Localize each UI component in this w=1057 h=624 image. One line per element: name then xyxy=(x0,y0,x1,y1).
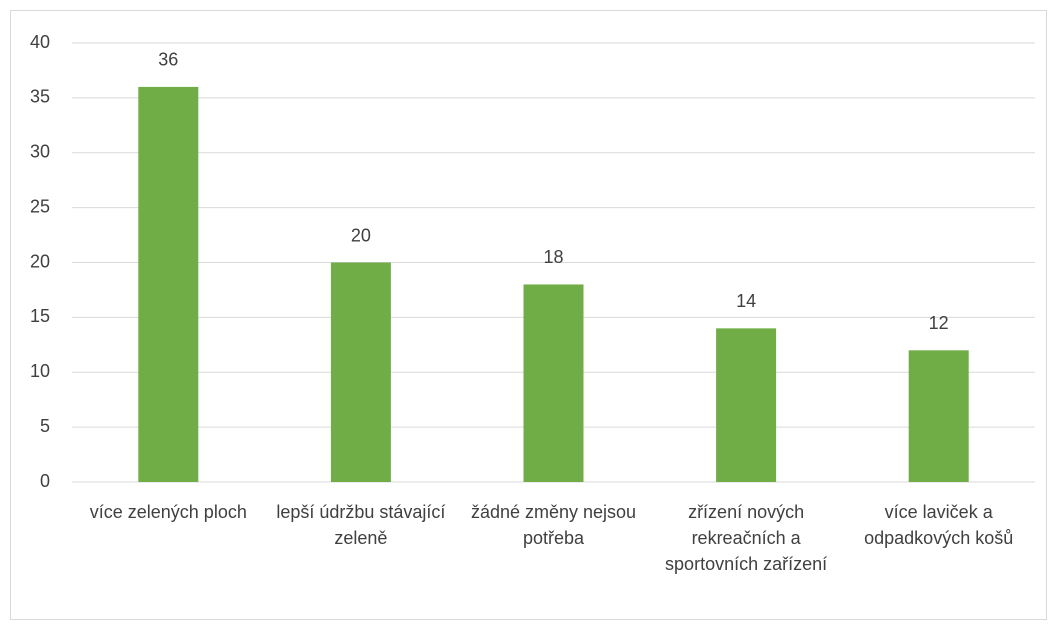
x-tick-label: lepší údržbu stávající zeleně xyxy=(276,502,446,548)
bar xyxy=(523,284,584,482)
bar xyxy=(138,86,199,483)
data-label: 18 xyxy=(543,247,563,267)
y-tick-label: 20 xyxy=(30,251,50,271)
x-tick-label: více laviček a odpadkových košů xyxy=(864,502,1014,548)
y-tick-label: 5 xyxy=(40,416,50,436)
bar xyxy=(330,262,391,482)
y-tick-label: 35 xyxy=(30,87,50,107)
chart-border xyxy=(10,10,1047,620)
y-tick-label: 10 xyxy=(30,361,50,381)
bar xyxy=(908,350,969,482)
bar xyxy=(716,328,777,482)
y-tick-label: 30 xyxy=(30,142,50,162)
data-label: 20 xyxy=(351,225,371,245)
x-tick-label: více zelených ploch xyxy=(89,502,247,522)
data-label: 36 xyxy=(158,50,178,70)
data-label: 14 xyxy=(736,291,756,311)
x-tick-label: zřízení nových rekreačních a sportovních… xyxy=(665,502,828,574)
y-tick-label: 15 xyxy=(30,306,50,326)
x-tick-label: žádné změny nejsou potřeba xyxy=(470,502,637,548)
y-tick-label: 40 xyxy=(30,32,50,52)
y-tick-label: 0 xyxy=(40,471,50,491)
data-label: 12 xyxy=(929,313,949,333)
y-tick-label: 25 xyxy=(30,196,50,216)
